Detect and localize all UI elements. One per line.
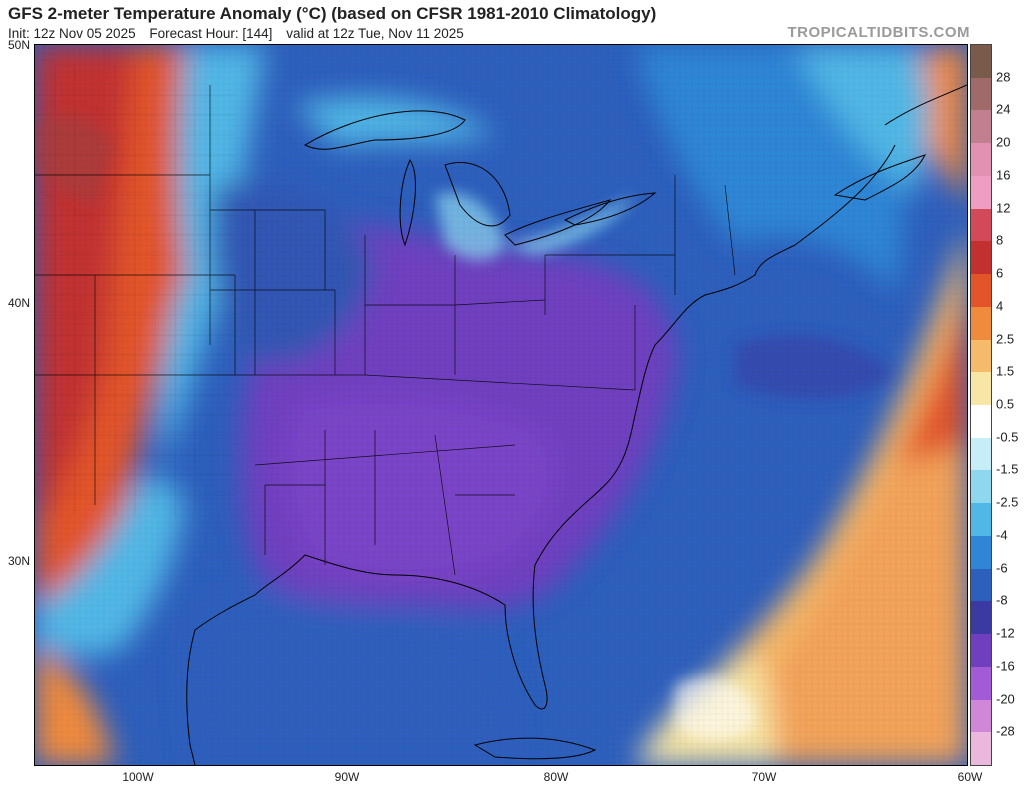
site-brand: TROPICALTIDBITS.COM: [787, 24, 970, 41]
colorbar-cell: [971, 339, 991, 373]
colorbar-cell: [971, 666, 991, 701]
county-lines: [35, 65, 235, 515]
colorbar-cell: [971, 110, 991, 144]
colorbar-tick-label: 20: [996, 134, 1011, 150]
colorbar-tick-label: -12: [996, 625, 1015, 641]
colorbar-cell: [971, 535, 991, 570]
lat-label-30n: 30N: [7, 554, 30, 568]
anomaly-map: [34, 44, 968, 766]
colorbar-tick-label: 0.5: [996, 396, 1015, 412]
lon-label-90w: 90W: [334, 770, 360, 784]
colorbar-cell: [971, 143, 991, 177]
colorbar-cell: [971, 405, 991, 439]
colorbar-tick-label: 4: [996, 298, 1004, 314]
colorbar-tick-label: -28: [996, 723, 1015, 739]
lat-label-40n: 40N: [7, 296, 30, 310]
colorbar-cell: [971, 274, 991, 308]
coastlines: [186, 84, 967, 765]
map-subtitle: Init: 12z Nov 05 2025 Forecast Hour: [14…: [8, 26, 474, 41]
colorbar-tick-label: 12: [996, 200, 1011, 216]
lon-label-70w: 70W: [751, 770, 777, 784]
colorbar-cell: [971, 732, 991, 766]
colorbar-cell: [971, 372, 991, 406]
colorbar-cell: [971, 568, 991, 602]
colorbar-cell: [971, 175, 991, 210]
state-borders: [35, 85, 736, 576]
colorbar-cell: [971, 306, 991, 341]
colorbar-tick-label: -1.5: [996, 461, 1019, 477]
colorbar-cell: [971, 503, 991, 537]
lon-label-60w: 60W: [957, 770, 983, 784]
colorbar: [970, 44, 992, 766]
colorbar-cell: [971, 634, 991, 668]
colorbar-cell: [971, 45, 991, 79]
colorbar-cell: [971, 699, 991, 733]
colorbar-cell: [971, 437, 991, 471]
map-title: GFS 2-meter Temperature Anomaly (°C) (ba…: [8, 4, 657, 23]
colorbar-cell: [971, 77, 991, 111]
colorbar-tick-label: -6: [996, 560, 1008, 576]
valid-time: valid at 12z Tue, Nov 11 2025: [286, 26, 464, 41]
lon-label-80w: 80W: [543, 770, 569, 784]
map-svg: [35, 45, 967, 765]
colorbar-tick-label: -2.5: [996, 494, 1019, 510]
colorbar-tick-label: 16: [996, 167, 1011, 183]
colorbar-tick-label: 24: [996, 101, 1011, 117]
colorbar-cell: [971, 470, 991, 504]
colorbar-tick-label: -20: [996, 691, 1015, 707]
colorbar-tick-label: -8: [996, 592, 1008, 608]
colorbar-tick-label: -4: [996, 527, 1008, 543]
colorbar-tick-label: 28: [996, 69, 1011, 85]
colorbar-cell: [971, 241, 991, 275]
colorbar-tick-label: -0.5: [996, 429, 1019, 445]
colorbar-tick-label: 6: [996, 265, 1004, 281]
init-time: Init: 12z Nov 05 2025: [8, 26, 136, 41]
forecast-hour: Forecast Hour: [144]: [149, 26, 273, 41]
colorbar-tick-label: -16: [996, 658, 1015, 674]
colorbar-tick-label: 1.5: [996, 363, 1015, 379]
lon-label-100w: 100W: [122, 770, 154, 784]
lat-label-50n: 50N: [7, 38, 30, 52]
colorbar-tick-label: 8: [996, 232, 1004, 248]
colorbar-cell: [971, 601, 991, 635]
colorbar-tick-label: 2.5: [996, 331, 1015, 347]
colorbar-cell: [971, 208, 991, 242]
